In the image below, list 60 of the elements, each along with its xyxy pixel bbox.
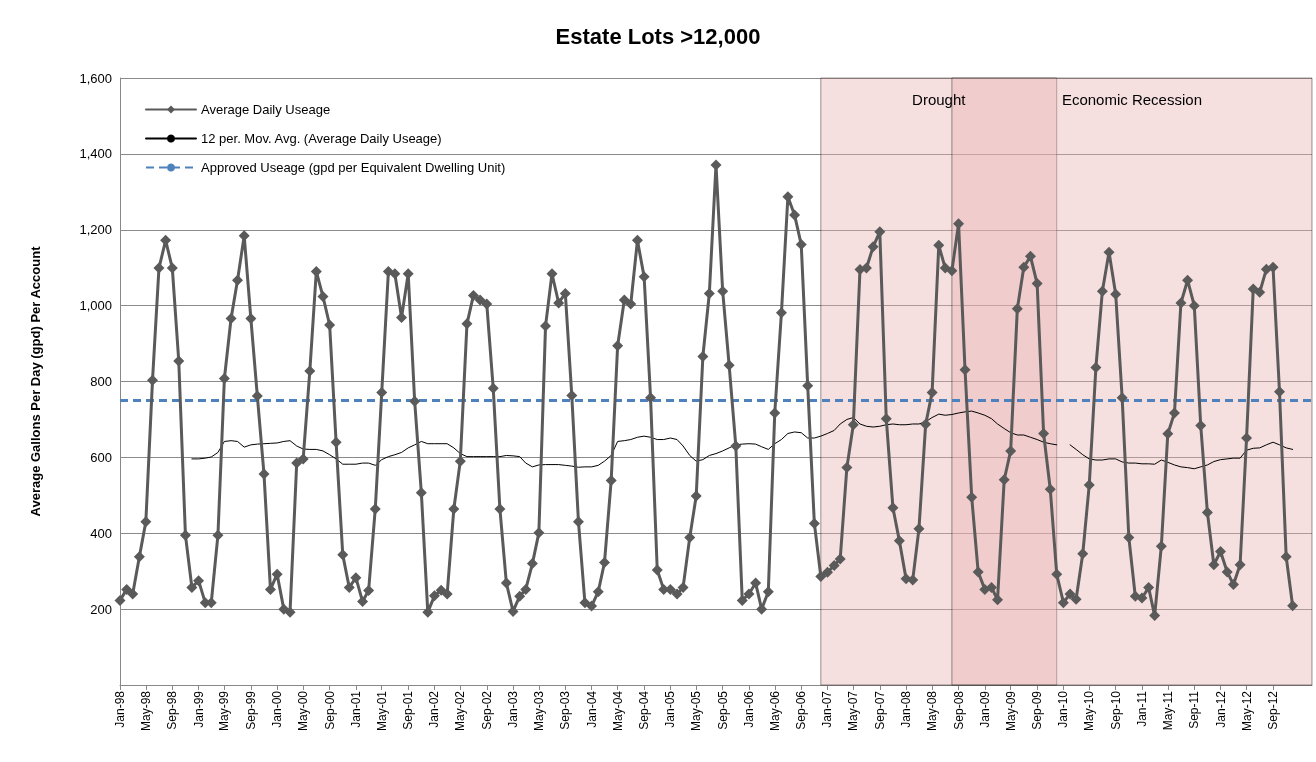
x-tick-label: Jan-11 xyxy=(1134,690,1149,727)
x-tick-label: May-00 xyxy=(296,690,311,732)
x-tick-label: Jan-05 xyxy=(663,690,678,728)
x-tick-label: Sep-99 xyxy=(243,690,258,730)
x-tick-label: May-12 xyxy=(1239,690,1254,732)
x-tick-label: Sep-04 xyxy=(637,690,652,730)
x-tick-label: Jan-03 xyxy=(506,690,521,728)
x-tick-label: May-03 xyxy=(531,690,546,732)
y-tick-label: 400 xyxy=(90,525,112,541)
x-tick-label: Sep-98 xyxy=(165,690,180,730)
x-tick-label: May-09 xyxy=(1003,690,1018,732)
x-tick-label: May-05 xyxy=(689,690,704,732)
y-tick-label: 1,000 xyxy=(79,298,112,314)
x-tick-label: Sep-03 xyxy=(558,690,573,730)
y-tick-label: 1,200 xyxy=(79,222,112,238)
y-tick-label: 600 xyxy=(90,449,112,465)
x-tick-label: May-04 xyxy=(610,690,625,732)
y-tick-label: 1,600 xyxy=(79,70,112,86)
x-tick-label: May-06 xyxy=(767,690,782,732)
x-tick-label: May-11 xyxy=(1160,690,1175,731)
x-tick-label: Sep-11 xyxy=(1187,690,1202,729)
x-tick-label: Sep-05 xyxy=(715,690,730,730)
x-tick-label: Jan-04 xyxy=(584,690,599,728)
x-tick-label: Jan-06 xyxy=(741,690,756,728)
band-label: Drought xyxy=(912,90,967,108)
legend-label: Approved Useage (gpd per Equivalent Dwelling Unit) xyxy=(201,160,506,175)
x-tick-label: May-02 xyxy=(453,690,468,732)
x-tick-label: Jan-10 xyxy=(1056,690,1071,728)
x-tick-label: Sep-01 xyxy=(401,690,416,730)
x-tick-label: May-10 xyxy=(1082,690,1097,732)
y-tick-label: 1,400 xyxy=(79,146,112,162)
x-tick-label: Sep-06 xyxy=(794,690,809,730)
x-tick-label: May-99 xyxy=(217,690,232,732)
x-tick-label: Jan-12 xyxy=(1213,690,1228,728)
x-tick-label: Jan-08 xyxy=(899,690,914,728)
x-tick-label: May-01 xyxy=(374,690,389,732)
x-tick-label: May-07 xyxy=(846,690,861,732)
y-tick-label: 200 xyxy=(90,601,112,617)
chart-title: Estate Lots >12,000 xyxy=(555,23,761,49)
x-tick-label: May-98 xyxy=(138,690,153,732)
x-tick-label: Sep-09 xyxy=(1030,690,1045,730)
x-tick-label: Sep-00 xyxy=(322,690,337,730)
x-tick-label: Sep-08 xyxy=(951,690,966,730)
x-tick-label: Jan-98 xyxy=(113,690,127,728)
band-label: Economic Recession xyxy=(1061,90,1202,108)
x-tick-label: Jan-00 xyxy=(270,690,285,728)
x-tick-label: Jan-02 xyxy=(427,690,442,728)
y-axis-title: Average Gallons Per Day (gpd) Per Account xyxy=(28,245,43,517)
legend-label: 12 per. Mov. Avg. (Average Daily Useage) xyxy=(201,131,442,146)
x-tick-label: Sep-10 xyxy=(1108,690,1123,730)
x-tick-label: Jan-99 xyxy=(191,690,206,728)
x-tick-label: Jan-09 xyxy=(977,690,992,728)
legend-label: Average Daily Useage xyxy=(201,102,331,117)
x-tick-label: Sep-07 xyxy=(872,690,887,730)
x-tick-label: May-08 xyxy=(925,690,940,732)
y-tick-label: 800 xyxy=(90,374,112,389)
x-tick-label: Jan-07 xyxy=(820,690,835,728)
x-tick-label: Sep-12 xyxy=(1266,690,1281,730)
x-tick-label: Jan-01 xyxy=(348,690,363,728)
x-tick-label: Sep-02 xyxy=(479,690,494,730)
